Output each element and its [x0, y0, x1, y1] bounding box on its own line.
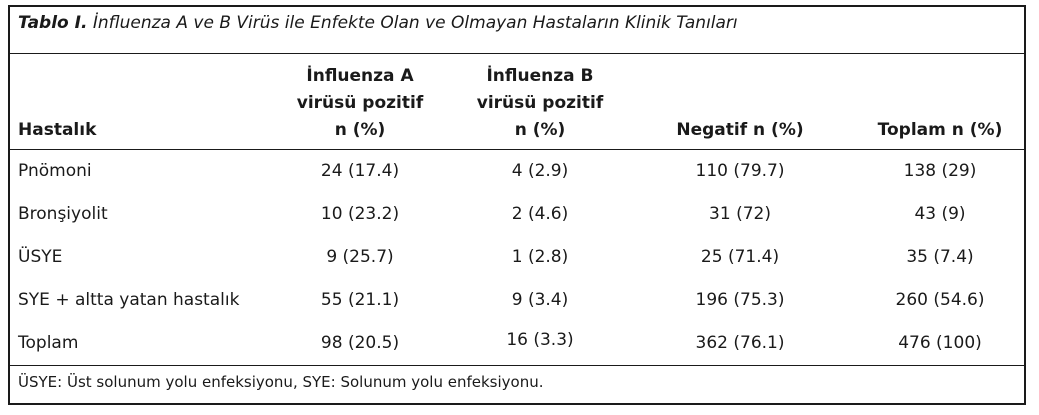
table-caption-label: Tablo I.: [18, 13, 88, 33]
header-disease: Hastalık: [18, 120, 97, 140]
row-1-disease: Pnömoni: [18, 161, 92, 181]
row-1-flu-a: 24 (17.4): [320, 161, 400, 181]
footer-divider: [10, 365, 1026, 366]
row-4-total: 260 (54.6): [895, 290, 985, 310]
row-5-flu-b: 16 (3.3): [506, 330, 574, 350]
row-3-flu-b: 1 (2.8): [511, 247, 569, 267]
row-4-negative: 196 (75.3): [695, 290, 785, 310]
table-footnote: ÜSYE: Üst solunum yolu enfeksiyonu, SYE:…: [18, 373, 544, 391]
row-5-total: 476 (100): [898, 333, 982, 353]
row-4-flu-a: 55 (21.1): [320, 290, 400, 310]
header-flu-a-line2: virüsü pozitif: [296, 93, 424, 113]
row-2-negative: 31 (72): [709, 204, 771, 224]
row-3-disease: ÜSYE: [18, 247, 63, 267]
header-negative: Negatif n (%): [676, 120, 804, 140]
row-2-disease: Bronşiyolit: [18, 204, 108, 224]
header-flu-b-line1: İnfluenza B: [486, 66, 594, 86]
row-2-flu-a: 10 (23.2): [320, 204, 400, 224]
row-1-total: 138 (29): [903, 161, 977, 181]
header-total: Toplam n (%): [877, 120, 1003, 140]
table-caption-text: İnfluenza A ve B Virüs ile Enfekte Olan …: [92, 13, 738, 33]
row-3-flu-a: 9 (25.7): [326, 247, 394, 267]
row-5-disease: Toplam: [18, 333, 79, 353]
row-2-flu-b: 2 (4.6): [511, 204, 569, 224]
header-flu-b-line3: n (%): [514, 120, 566, 140]
row-3-negative: 25 (71.4): [700, 247, 780, 267]
row-5-flu-a: 98 (20.5): [320, 333, 400, 353]
table-caption: Tablo I. İnfluenza A ve B Virüs ile Enfe…: [18, 13, 738, 33]
header-flu-b-line2: virüsü pozitif: [476, 93, 604, 113]
header-flu-b: İnfluenza B virüsü pozitif n (%): [440, 63, 640, 144]
row-2-total: 43 (9): [914, 204, 966, 224]
row-1-flu-b: 4 (2.9): [511, 161, 569, 181]
header-divider: [10, 149, 1026, 150]
row-4-disease: SYE + altta yatan hastalık: [18, 290, 240, 310]
header-flu-a-line3: n (%): [334, 120, 386, 140]
row-3-total: 35 (7.4): [906, 247, 974, 267]
table-frame: Tablo I. İnfluenza A ve B Virüs ile Enfe…: [8, 5, 1026, 405]
row-1-negative: 110 (79.7): [695, 161, 785, 181]
caption-divider: [10, 53, 1026, 54]
header-flu-a: İnfluenza A virüsü pozitif n (%): [260, 63, 460, 144]
row-5-negative: 362 (76.1): [695, 333, 785, 353]
header-flu-a-line1: İnfluenza A: [306, 66, 414, 86]
row-4-flu-b: 9 (3.4): [511, 290, 569, 310]
